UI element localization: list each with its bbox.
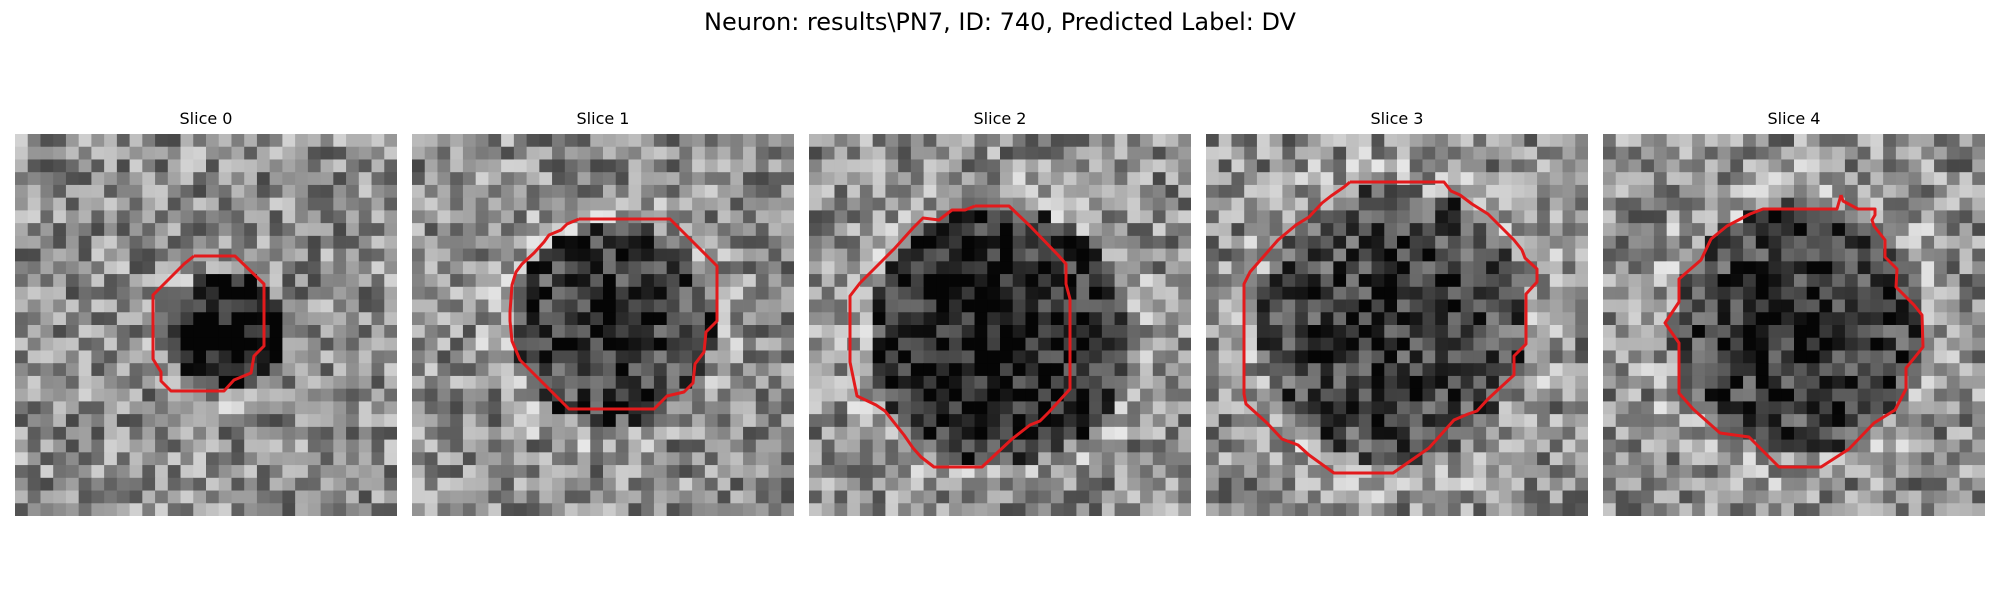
slice-image: [412, 134, 794, 516]
slice-title: Slice 2: [973, 109, 1027, 128]
slice-panel-3: Slice 3: [1206, 108, 1588, 516]
neuron-contour: [1663, 194, 1925, 469]
slice-image: [1206, 134, 1588, 516]
slice-panel-2: Slice 2: [809, 108, 1191, 516]
slice-title: Slice 3: [1370, 109, 1424, 128]
grayscale-pixels: [1206, 134, 1588, 516]
grayscale-pixels: [1603, 134, 1985, 516]
slice-panel-0: Slice 0: [15, 108, 397, 516]
slice-title: Slice 4: [1767, 109, 1821, 128]
slice-image: [1603, 134, 1985, 516]
neuron-contour: [1242, 180, 1539, 475]
slice-image: [809, 134, 1191, 516]
slice-title: Slice 1: [576, 109, 630, 128]
slice-title: Slice 0: [179, 109, 233, 128]
slice-panel-4: Slice 4: [1603, 108, 1985, 516]
grayscale-pixels: [412, 134, 794, 516]
slice-panel-1: Slice 1: [412, 108, 794, 516]
neuron-contour: [848, 204, 1072, 469]
grayscale-pixels: [809, 134, 1191, 516]
figure-title: Neuron: results\PN7, ID: 740, Predicted …: [704, 8, 1296, 36]
grayscale-pixels: [15, 134, 397, 516]
neuron-contour: [508, 217, 719, 411]
slice-image: [15, 134, 397, 516]
neuron-contour: [151, 254, 266, 393]
